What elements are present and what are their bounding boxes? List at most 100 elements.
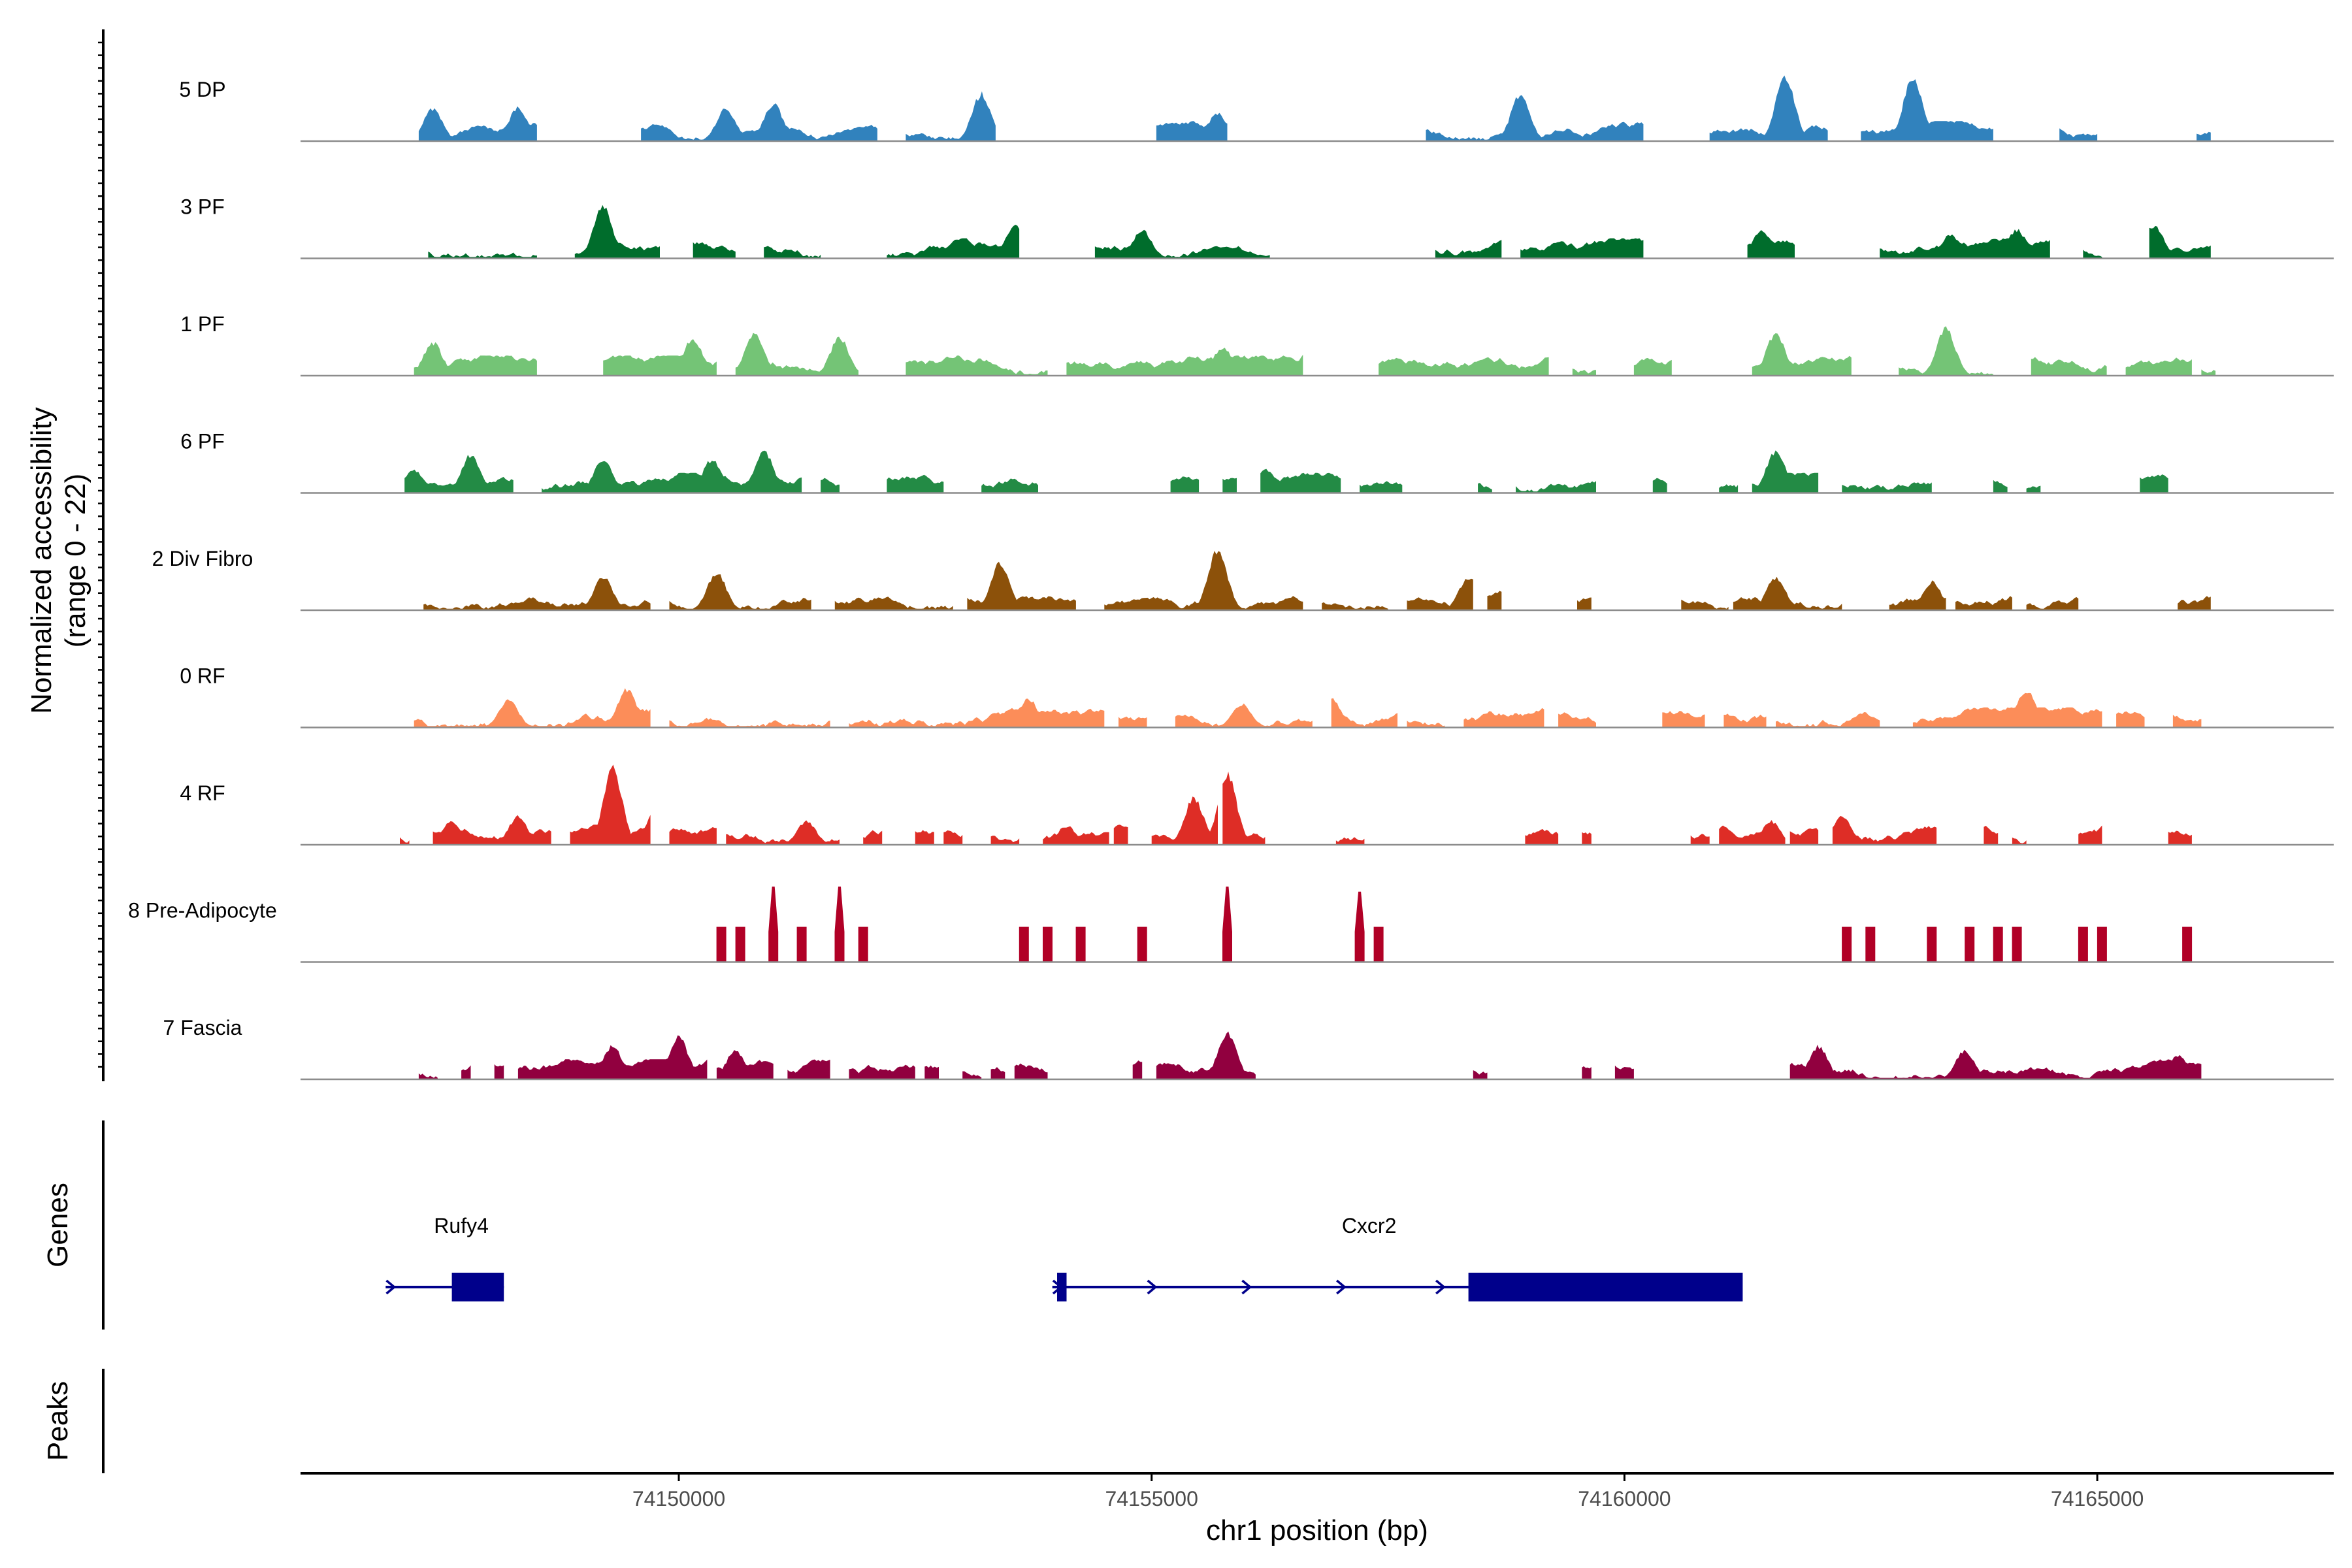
track-label: 0 RF [180, 664, 225, 688]
coverage-block [2026, 485, 2041, 493]
track-8-pre-adipocyte [301, 887, 2334, 963]
coverage-block [1516, 481, 1596, 493]
coverage-block [1113, 825, 1128, 845]
track-7-fascia [301, 1031, 2334, 1081]
coverage-block [1614, 1066, 1634, 1079]
coverage-block [414, 342, 537, 376]
coverage-bar [1993, 926, 2003, 962]
coverage-block [517, 1035, 708, 1079]
coverage-block [1719, 484, 1739, 493]
coverage-bar [2097, 926, 2107, 962]
coverage-block [404, 455, 514, 493]
x-tick-label: 74160000 [1578, 1487, 1671, 1511]
coverage-block [1572, 368, 1596, 376]
coverage-block [2140, 474, 2168, 493]
coverage-bar [1043, 926, 1053, 962]
gene-exon [451, 1273, 504, 1301]
track-6-pf [301, 450, 2334, 494]
coverage-block [433, 815, 551, 845]
x-tick-label: 74155000 [1105, 1487, 1198, 1511]
coverage-block [915, 830, 934, 845]
coverage-block [669, 717, 830, 728]
coverage-block [1260, 468, 1341, 493]
coverage-bar [1019, 926, 1029, 962]
coverage-bar [1137, 926, 1147, 962]
coverage-block [1880, 229, 2050, 259]
coverage-block [1331, 698, 1397, 728]
coverage-block [887, 474, 944, 493]
coverage-block [1955, 596, 2012, 610]
coverage-block [574, 204, 660, 259]
x-tick-label: 74165000 [2051, 1487, 2144, 1511]
coverage-block [1752, 450, 1819, 493]
coverage-block [1525, 829, 1559, 845]
coverage-bar [858, 926, 868, 962]
track-label: 8 Pre-Adipocyte [128, 899, 277, 923]
x-axis-title: chr1 position (bp) [1206, 1514, 1428, 1546]
coverage-block [2178, 596, 2211, 610]
coverage-block [1175, 703, 1313, 728]
coverage-bar [1354, 891, 1365, 962]
coverage-block [2026, 596, 2079, 610]
coverage-block [906, 91, 996, 141]
coverage-block [1889, 580, 1946, 610]
coverage-block [1104, 551, 1303, 610]
x-axis: 74150000 74155000 74160000 74165000 [301, 1472, 2334, 1511]
track-label: 6 PF [180, 430, 225, 453]
coverage-block [494, 1064, 504, 1079]
coverage-block [1360, 481, 1403, 493]
coverage-bar [1842, 926, 1852, 962]
coverage-block [1723, 713, 1767, 728]
coverage-block [2078, 825, 2102, 845]
accessibility-axis [98, 29, 105, 1081]
coverage-block [418, 106, 537, 141]
coverage-block [1473, 1070, 1488, 1079]
coverage-block [2116, 711, 2145, 728]
coverage-bar [735, 926, 745, 962]
coverage-bar [1927, 926, 1937, 962]
coverage-block [2201, 369, 2216, 376]
coverage-block [924, 1065, 939, 1079]
track-label: 2 Div Fibro [152, 547, 253, 570]
strand-arrow-icon [1052, 1279, 1063, 1295]
coverage-block [1789, 1045, 2202, 1079]
coverage-block [787, 1059, 830, 1079]
strand-arrow-icon [1241, 1279, 1252, 1295]
coverage-block [1322, 602, 1388, 610]
coverage-block [669, 574, 811, 610]
coverage-block [1379, 357, 1549, 376]
coverage-block [834, 596, 953, 610]
coverage-bar [1965, 926, 1975, 962]
coverage-block [414, 688, 651, 728]
coverage-block [1435, 240, 1502, 259]
coverage-block [418, 1073, 438, 1079]
coverage-bar [768, 887, 779, 962]
coverage-tracks [301, 75, 2334, 1081]
coverage-block [1582, 832, 1592, 845]
coverage-block [1520, 238, 1644, 259]
coverage-block [1582, 1066, 1592, 1079]
coverage-block [1151, 796, 1218, 845]
coverage-block [2012, 837, 2027, 845]
coverage-block [726, 820, 840, 845]
coverage-block [1335, 837, 1365, 845]
coverage-block [849, 698, 1105, 728]
coverage-block [1984, 825, 1999, 845]
strand-arrow-icon [1336, 1279, 1347, 1295]
gene-rufy4: Rufy4 [385, 1214, 504, 1301]
coverage-block [1776, 712, 1880, 728]
coverage-block [1463, 708, 1544, 728]
gene-exon [1468, 1273, 1743, 1301]
coverage-block [1558, 712, 1596, 728]
y-axis-title-line2: (range 0 - 22) [59, 474, 91, 648]
coverage-block [1426, 95, 1644, 141]
coverage-block [1222, 478, 1237, 493]
coverage-block [1487, 591, 1502, 610]
gene-label: Cxcr2 [1342, 1214, 1397, 1237]
coverage-block [669, 827, 717, 845]
coverage-bar [716, 926, 727, 962]
track-1-pf [301, 326, 2334, 377]
x-tick-label: 74150000 [632, 1487, 725, 1511]
gene-label: Rufy4 [434, 1214, 489, 1237]
coverage-block [1832, 815, 1937, 845]
